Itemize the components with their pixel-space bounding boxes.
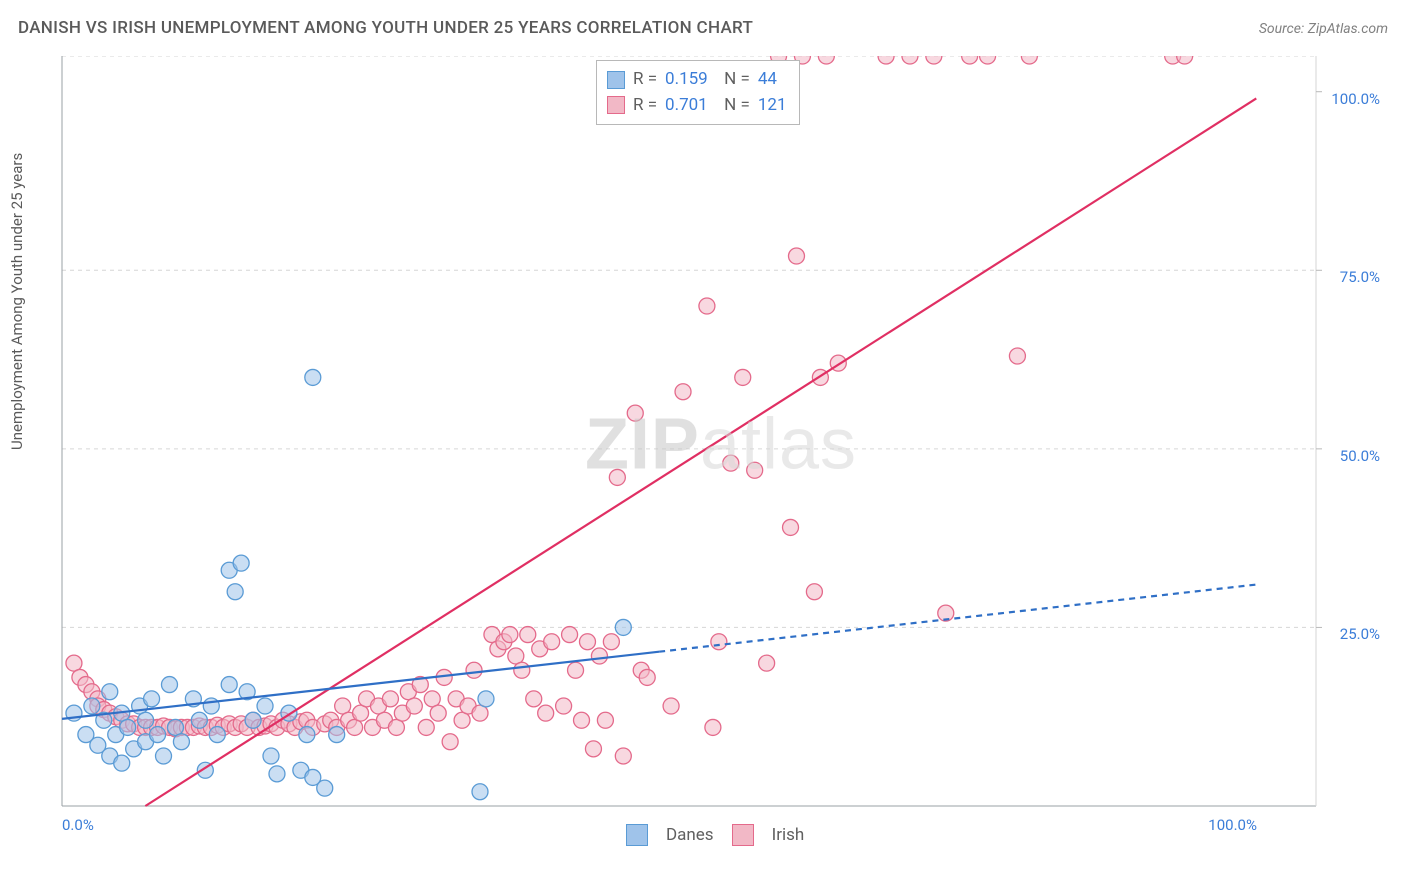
y-tick-label: 50.0% (1340, 447, 1380, 465)
scatter-plot-svg (56, 56, 1386, 846)
bottom-legend: Danes Irish (626, 824, 804, 846)
legend-swatch-irish (732, 824, 754, 846)
swatch-irish (607, 96, 625, 114)
swatch-danes (607, 71, 625, 89)
y-tick-label: 75.0% (1340, 268, 1380, 286)
chart-title: DANISH VS IRISH UNEMPLOYMENT AMONG YOUTH… (18, 18, 753, 38)
chart-source: Source: ZipAtlas.com (1259, 21, 1388, 37)
y-axis-label: Unemployment Among Youth under 25 years (8, 153, 26, 450)
x-tick-label: 0.0% (62, 816, 94, 834)
stats-row-irish: R = 0.701 N = 121 (607, 93, 787, 119)
legend-label-danes: Danes (666, 825, 714, 845)
stats-row-danes: R = 0.159 N = 44 (607, 67, 787, 93)
legend-label-irish: Irish (772, 825, 805, 845)
x-tick-label: 100.0% (1208, 816, 1257, 834)
stats-legend-box: R = 0.159 N = 44 R = 0.701 N = 121 (596, 60, 800, 125)
chart-header: DANISH VS IRISH UNEMPLOYMENT AMONG YOUTH… (18, 18, 1388, 38)
y-tick-label: 100.0% (1331, 90, 1380, 108)
plot-area: ZIPatlas R = 0.159 N = 44 R = 0.701 N = … (56, 56, 1386, 846)
legend-swatch-danes (626, 824, 648, 846)
y-tick-label: 25.0% (1340, 625, 1380, 643)
